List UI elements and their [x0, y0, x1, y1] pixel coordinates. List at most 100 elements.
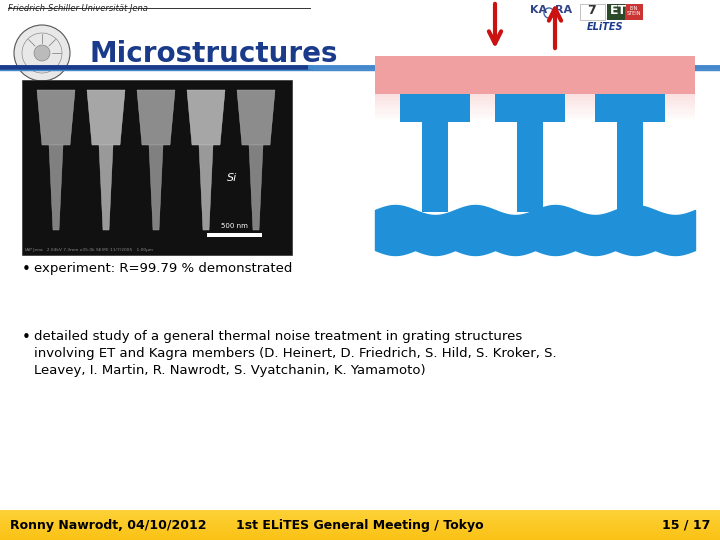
Bar — [375, 84, 695, 86]
Bar — [0, 519, 720, 520]
Bar — [0, 525, 720, 526]
Bar — [0, 514, 720, 515]
Bar — [375, 97, 695, 99]
Bar — [400, 94, 470, 122]
Bar — [0, 0, 720, 30]
Bar — [375, 61, 695, 63]
Bar — [0, 537, 720, 538]
Text: 500 nm: 500 nm — [220, 223, 248, 229]
Text: IAP Jena   2.04kV 7.3mm x35.0k SE(M) 11/7/2005   1.00μm: IAP Jena 2.04kV 7.3mm x35.0k SE(M) 11/7/… — [25, 248, 153, 252]
Bar — [375, 69, 695, 71]
Bar — [0, 515, 720, 516]
Bar — [375, 79, 695, 81]
Bar — [375, 104, 695, 105]
Text: Ronny Nawrodt, 04/10/2012: Ronny Nawrodt, 04/10/2012 — [10, 518, 207, 531]
Text: 7: 7 — [588, 4, 596, 17]
Text: Microstructures: Microstructures — [90, 40, 338, 68]
Bar — [0, 529, 720, 530]
Bar — [0, 528, 720, 529]
Polygon shape — [220, 145, 242, 230]
Bar — [0, 533, 720, 534]
Bar — [375, 111, 695, 112]
Polygon shape — [70, 145, 92, 230]
Text: involving ET and Kagra members (D. Heinert, D. Friedrich, S. Hild, S. Kroker, S.: involving ET and Kagra members (D. Heine… — [34, 347, 557, 360]
Bar — [375, 114, 695, 116]
Bar — [375, 112, 695, 114]
Text: •: • — [22, 330, 31, 345]
Circle shape — [14, 25, 70, 81]
Bar — [375, 91, 695, 92]
Bar — [375, 100, 695, 102]
Bar — [375, 86, 695, 87]
Bar — [495, 94, 565, 122]
Bar — [375, 83, 695, 84]
Bar — [22, 80, 292, 255]
Bar — [580, 4, 605, 20]
Polygon shape — [187, 90, 225, 145]
Bar — [375, 119, 695, 120]
Bar — [375, 64, 695, 66]
Text: Si: Si — [227, 173, 238, 183]
Bar — [0, 512, 720, 513]
Bar — [375, 96, 695, 97]
Bar — [0, 517, 720, 518]
Text: detailed study of a general thermal noise treatment in grating structures: detailed study of a general thermal nois… — [34, 330, 522, 343]
Bar — [375, 72, 695, 74]
Bar — [375, 77, 695, 79]
Bar — [375, 109, 695, 111]
Bar — [375, 105, 695, 107]
Circle shape — [34, 45, 50, 61]
Bar — [375, 102, 695, 104]
Bar — [0, 534, 720, 535]
Bar — [0, 524, 720, 525]
Bar — [375, 59, 695, 61]
Bar — [0, 518, 720, 519]
Bar — [0, 520, 720, 521]
Text: 1st ELiTES General Meeting / Tokyo: 1st ELiTES General Meeting / Tokyo — [236, 518, 484, 531]
Bar — [375, 66, 695, 68]
Bar — [375, 71, 695, 72]
Text: experiment: R=99.79 % demonstrated: experiment: R=99.79 % demonstrated — [34, 262, 292, 275]
Bar — [0, 535, 720, 536]
Polygon shape — [37, 90, 75, 145]
Bar — [375, 107, 695, 109]
Bar — [0, 538, 720, 539]
Bar — [375, 58, 695, 59]
Text: Leavey, I. Martin, R. Nawrodt, S. Vyatchanin, K. Yamamoto): Leavey, I. Martin, R. Nawrodt, S. Vyatch… — [34, 364, 426, 377]
Bar — [607, 4, 643, 20]
Bar — [375, 74, 695, 76]
Polygon shape — [49, 145, 63, 230]
Bar — [0, 532, 720, 533]
Bar — [375, 92, 695, 94]
Bar — [375, 56, 695, 58]
Bar — [0, 530, 720, 531]
Polygon shape — [120, 145, 142, 230]
Bar — [0, 539, 720, 540]
Bar — [375, 94, 695, 96]
Bar — [375, 117, 695, 119]
Polygon shape — [249, 145, 263, 230]
Bar — [0, 510, 720, 511]
Bar — [0, 516, 720, 517]
Bar — [495, 94, 565, 122]
Bar — [0, 536, 720, 537]
Polygon shape — [99, 145, 113, 230]
Polygon shape — [199, 145, 213, 230]
Bar — [0, 522, 720, 523]
Bar — [517, 122, 543, 212]
Polygon shape — [137, 90, 175, 145]
Bar — [595, 94, 665, 122]
Bar — [625, 4, 643, 20]
Polygon shape — [149, 145, 163, 230]
Bar — [400, 94, 470, 122]
Bar — [617, 122, 643, 212]
Bar — [375, 63, 695, 64]
Text: Friedrich-Schiller-Universität Jena: Friedrich-Schiller-Universität Jena — [8, 4, 148, 13]
Bar — [0, 513, 720, 514]
Bar — [0, 531, 720, 532]
Bar — [0, 526, 720, 527]
Bar — [207, 233, 262, 237]
Bar — [375, 99, 695, 100]
Bar — [0, 511, 720, 512]
Bar — [0, 523, 720, 524]
